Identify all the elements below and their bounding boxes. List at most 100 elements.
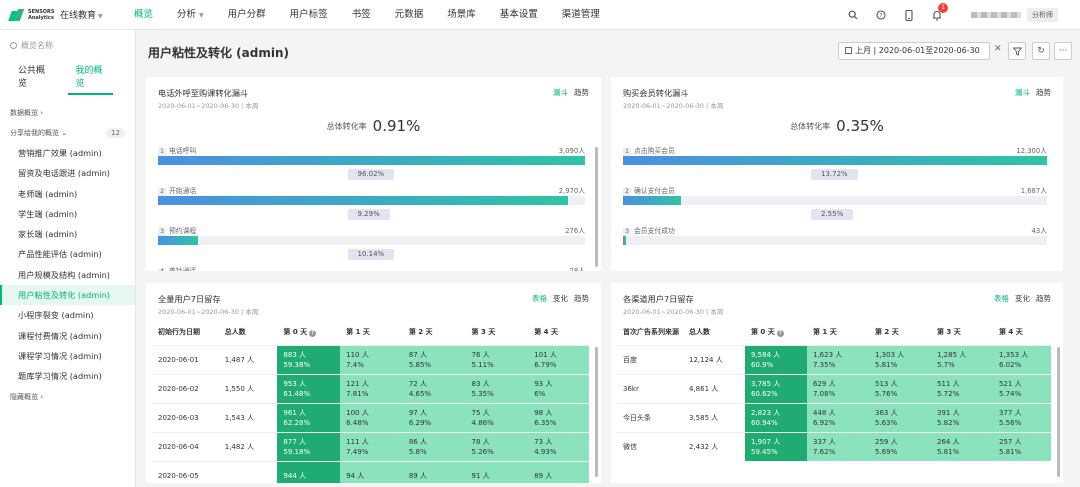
retention-cell[interactable]: 511 人 5.72% <box>931 373 993 403</box>
nav-item-2[interactable]: 用户分群 <box>216 0 278 30</box>
nav-item-4[interactable]: 书签 <box>340 0 383 30</box>
sidebar-item[interactable]: 产品性能评估 (admin) <box>18 249 102 260</box>
search-input[interactable]: 概览名称 <box>21 41 53 50</box>
retention-cell[interactable]: 513 人 5.76% <box>869 373 931 403</box>
clear-date-button[interactable]: ✕ <box>994 44 1002 54</box>
retention-cell[interactable]: 94 人 <box>340 460 403 483</box>
retention-cell[interactable]: 953 人 61.48% <box>277 373 341 403</box>
date-range-picker[interactable]: 上月 | 2020-06-01至2020-06-30 <box>838 42 990 60</box>
view-option[interactable]: 趋势 <box>1036 88 1051 97</box>
view-option[interactable]: 变化 <box>553 294 568 303</box>
sidebar-section-hidden[interactable]: 隐藏概览 › <box>0 387 135 407</box>
view-option[interactable]: 趋势 <box>1036 294 1051 303</box>
retention-cell[interactable]: 86 人 5.8% <box>402 431 466 461</box>
retention-cell[interactable]: 97 人 6.29% <box>402 402 466 432</box>
scrollbar[interactable] <box>595 347 598 477</box>
retention-cell[interactable]: 72 人 4.65% <box>402 373 466 403</box>
retention-cell[interactable]: 78 人 5.26% <box>465 431 529 461</box>
retention-cell[interactable]: 101 人 6.79% <box>528 344 589 374</box>
nav-item-7[interactable]: 基本设置 <box>488 0 550 30</box>
retention-cell[interactable]: 98 人 6.35% <box>528 402 589 432</box>
view-option[interactable]: 变化 <box>1015 294 1030 303</box>
sidebar-item[interactable]: 用户粘性及转化 (admin) <box>0 285 135 306</box>
retention-cell[interactable]: 629 人 7.08% <box>807 373 869 403</box>
sidebar-section-overview[interactable]: 数据概览 › <box>0 103 135 123</box>
retention-cell[interactable]: 73 人 4.93% <box>528 431 589 461</box>
user-role-badge[interactable]: 分析师 <box>1027 8 1058 22</box>
retention-cell[interactable]: 944 人 <box>277 460 341 483</box>
retention-cell[interactable]: 363 人 5.63% <box>869 402 931 432</box>
sidebar-search[interactable]: 概览名称 <box>0 30 135 51</box>
product-switcher[interactable]: 在线教育 ▼ <box>60 8 122 21</box>
help-icon[interactable]: ? <box>309 329 317 337</box>
mobile-button[interactable] <box>895 0 923 30</box>
sidebar-item[interactable]: 题库学习情况 (admin) <box>18 371 102 382</box>
view-option[interactable]: 漏斗 <box>553 88 568 97</box>
retention-cell[interactable]: 89 人 <box>528 460 589 483</box>
tab-public-overview[interactable]: 公共概览 <box>18 66 46 89</box>
nav-item-8[interactable]: 渠道管理 <box>550 0 612 30</box>
retention-cell[interactable]: 337 人 7.62% <box>807 431 869 461</box>
retention-cell[interactable]: 1,285 人 5.7% <box>931 344 993 374</box>
retention-cell[interactable]: 1,353 人 6.02% <box>993 344 1051 374</box>
sidebar-item[interactable]: 用户规模及结构 (admin) <box>18 269 110 280</box>
funnel-step[interactable]: 1 点击购买会员 12,300人 <box>623 145 1047 165</box>
search-button[interactable] <box>839 0 867 30</box>
retention-cell[interactable]: 3,785 人 60.62% <box>745 373 807 403</box>
funnel-step[interactable]: 3 预约课程 276人 <box>158 225 585 245</box>
view-option[interactable]: 趋势 <box>574 88 589 97</box>
funnel-step[interactable]: 1 电话呼叫 3,090人 <box>158 145 585 165</box>
retention-cell[interactable]: 83 人 5.35% <box>465 373 529 403</box>
brand-logo[interactable]: SENSORS Analytics <box>0 9 60 21</box>
sidebar-item[interactable]: 家长端 (admin) <box>18 229 78 240</box>
scrollbar[interactable] <box>595 147 598 267</box>
retention-cell[interactable]: 521 人 5.74% <box>993 373 1051 403</box>
tab-my-overview[interactable]: 我的概览 <box>67 60 113 95</box>
retention-cell[interactable]: 2,823 人 60.94% <box>745 402 807 432</box>
sidebar-item[interactable]: 学生端 (admin) <box>18 208 78 219</box>
retention-cell[interactable]: 448 人 6.92% <box>807 402 869 432</box>
retention-cell[interactable]: 75 人 4.86% <box>465 402 529 432</box>
retention-cell[interactable]: 93 人 6% <box>528 373 589 403</box>
funnel-step[interactable]: 3 会员支付成功 43人 <box>623 225 1047 245</box>
notification-button[interactable]: 1 <box>923 0 951 30</box>
view-option[interactable]: 表格 <box>994 294 1009 303</box>
view-option[interactable]: 趋势 <box>574 294 589 303</box>
retention-cell[interactable]: 111 人 7.49% <box>340 431 403 461</box>
retention-cell[interactable]: 121 人 7.81% <box>340 373 403 403</box>
retention-cell[interactable]: 110 人 7.4% <box>340 344 403 374</box>
more-button[interactable]: ··· <box>1054 42 1072 60</box>
retention-cell[interactable]: 377 人 5.56% <box>993 402 1051 432</box>
retention-cell[interactable]: 883 人 59.38% <box>277 344 341 374</box>
sidebar-section-shared[interactable]: 分享给我的概览 ⌄ 12 <box>0 123 135 143</box>
nav-item-6[interactable]: 场景库 <box>435 0 488 30</box>
user-name-blurred[interactable] <box>971 12 1021 18</box>
funnel-step[interactable]: 4首针通话 28人 <box>158 265 585 271</box>
retention-cell[interactable]: 259 人 5.69% <box>869 431 931 461</box>
retention-cell[interactable]: 89 人 <box>402 460 466 483</box>
retention-cell[interactable]: 877 人 59.18% <box>277 431 341 461</box>
nav-item-5[interactable]: 元数据 <box>383 0 436 30</box>
sidebar-item[interactable]: 老师端 (admin) <box>18 188 78 199</box>
retention-cell[interactable]: 264 人 5.81% <box>931 431 993 461</box>
filter-button[interactable] <box>1008 42 1026 60</box>
help-button[interactable]: ? <box>867 0 895 30</box>
retention-cell[interactable]: 9,584 人 60.9% <box>745 344 807 374</box>
sidebar-item[interactable]: 课程学习情况 (admin) <box>18 350 102 361</box>
help-icon[interactable]: ? <box>776 329 784 337</box>
retention-cell[interactable]: 1,623 人 7.35% <box>807 344 869 374</box>
retention-cell[interactable]: 87 人 5.85% <box>402 344 466 374</box>
nav-item-1[interactable]: 分析 ▼ <box>165 0 216 30</box>
retention-cell[interactable]: 100 人 6.48% <box>340 402 403 432</box>
sidebar-item[interactable]: 营销推广效果 (admin) <box>18 148 102 158</box>
retention-cell[interactable]: 76 人 5.11% <box>465 344 529 374</box>
view-option[interactable]: 表格 <box>532 294 547 303</box>
sidebar-item[interactable]: 留资及电话跟进 (admin) <box>18 168 110 179</box>
sidebar-item[interactable]: 小程序裂变 (admin) <box>18 310 94 321</box>
nav-item-0[interactable]: 概览 <box>122 0 165 30</box>
retention-cell[interactable]: 1,907 人 59.45% <box>745 431 807 461</box>
funnel-step[interactable]: 2 开始通话 2,970人 <box>158 185 585 205</box>
retention-cell[interactable]: 961 人 62.28% <box>277 402 341 432</box>
retention-cell[interactable]: 1,303 人 5.81% <box>869 344 931 374</box>
retention-cell[interactable]: 91 人 <box>465 460 529 483</box>
